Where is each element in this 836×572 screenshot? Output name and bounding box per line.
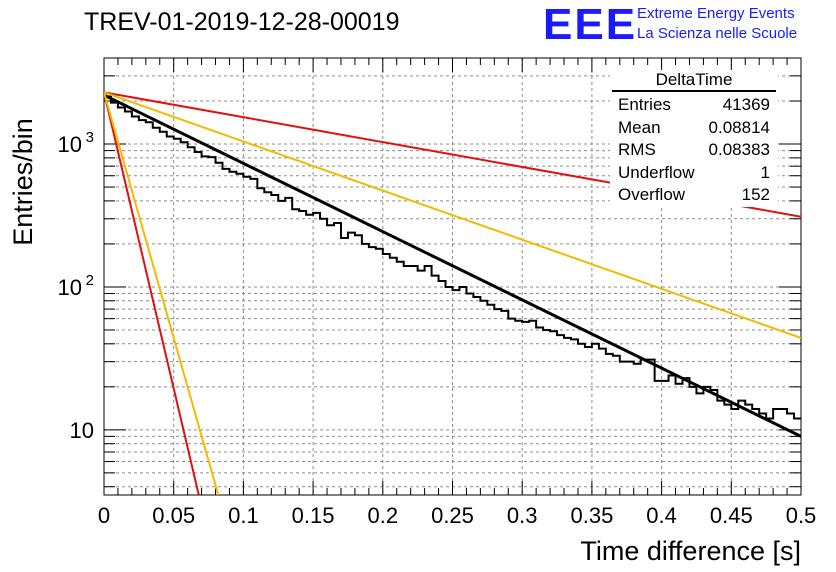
stats-name: DeltaTime (612, 70, 776, 92)
y-axis-label: Entries/bin (8, 118, 38, 246)
logo-line-1: Extreme Energy Events (637, 5, 795, 22)
stats-row-overflow: Overflow 152 (610, 184, 778, 207)
histogram-steps (104, 95, 801, 420)
stats-label: RMS (618, 140, 656, 159)
y-tick-label: 10 (58, 132, 82, 157)
x-tick-label: 0.25 (431, 503, 474, 528)
stats-label: Mean (618, 117, 661, 137)
stats-row-mean: Mean 0.08814 (610, 117, 778, 140)
series-line-orange-slow (104, 91, 801, 339)
series-line-fit (104, 93, 801, 438)
stats-value: 1 (760, 162, 770, 182)
y-tick-label: 10 (58, 275, 82, 300)
series-line-orange-fast (104, 92, 220, 495)
x-tick-label: 0.4 (646, 503, 677, 528)
stats-label: Underflow (618, 162, 695, 182)
x-tick-label: 0.05 (152, 503, 195, 528)
stats-label: Entries (618, 95, 671, 114)
y-tick-label: 10 (70, 418, 94, 443)
x-tick-label: 0.45 (710, 503, 753, 528)
stats-value: 0.08814 (708, 117, 770, 137)
x-tick-label: 0.2 (368, 503, 399, 528)
x-tick-label: 0 (98, 503, 110, 528)
stats-value: 41369 (722, 95, 770, 114)
stats-label: Overflow (618, 185, 686, 204)
stats-row-entries: Entries 41369 (610, 94, 778, 117)
eee-logo: EEE (543, 0, 638, 49)
stats-row-underflow: Underflow 1 (610, 162, 778, 185)
y-tick-exponent: 2 (86, 272, 94, 289)
x-tick-label: 0.1 (228, 503, 259, 528)
x-tick-label: 0.5 (786, 503, 817, 528)
stats-box: DeltaTime Entries 41369 Mean 0.08814 RMS… (610, 70, 778, 207)
x-tick-label: 0.35 (570, 503, 613, 528)
stats-value: 0.08383 (708, 140, 770, 159)
logo-line-2: La Scienza nelle Scuole (637, 25, 798, 42)
chart-title: TREV-01-2019-12-28-00019 (84, 8, 400, 36)
x-tick-label: 0.15 (292, 503, 335, 528)
series-line-red-fast (104, 92, 200, 495)
x-tick-label: 0.3 (507, 503, 538, 528)
stats-value: 152 (741, 185, 770, 204)
y-tick-exponent: 3 (86, 129, 94, 146)
stats-row-rms: RMS 0.08383 (610, 139, 778, 162)
x-axis-label: Time difference [s] (580, 536, 801, 566)
